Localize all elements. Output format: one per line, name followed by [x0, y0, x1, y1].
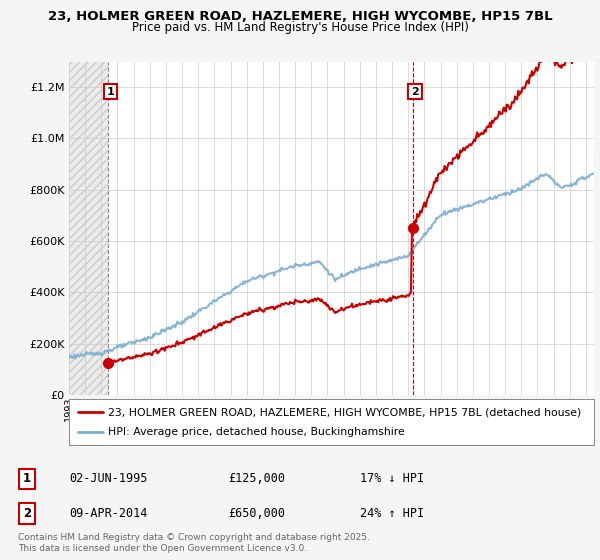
- Text: 02-JUN-1995: 02-JUN-1995: [69, 472, 148, 486]
- Bar: [69, 62, 108, 395]
- Text: £125,000: £125,000: [228, 472, 285, 486]
- Text: 2: 2: [411, 87, 419, 96]
- Text: 17% ↓ HPI: 17% ↓ HPI: [360, 472, 424, 486]
- Text: 1: 1: [107, 87, 115, 96]
- Text: Contains HM Land Registry data © Crown copyright and database right 2025.
This d: Contains HM Land Registry data © Crown c…: [18, 533, 370, 553]
- Text: 1: 1: [23, 472, 31, 486]
- Text: 24% ↑ HPI: 24% ↑ HPI: [360, 507, 424, 520]
- Text: 23, HOLMER GREEN ROAD, HAZLEMERE, HIGH WYCOMBE, HP15 7BL: 23, HOLMER GREEN ROAD, HAZLEMERE, HIGH W…: [47, 10, 553, 23]
- Bar: [69, 62, 108, 395]
- Text: 23, HOLMER GREEN ROAD, HAZLEMERE, HIGH WYCOMBE, HP15 7BL (detached house): 23, HOLMER GREEN ROAD, HAZLEMERE, HIGH W…: [109, 407, 581, 417]
- Text: 2: 2: [23, 507, 31, 520]
- Text: HPI: Average price, detached house, Buckinghamshire: HPI: Average price, detached house, Buck…: [109, 427, 405, 437]
- Text: £650,000: £650,000: [228, 507, 285, 520]
- Text: 09-APR-2014: 09-APR-2014: [69, 507, 148, 520]
- Text: Price paid vs. HM Land Registry's House Price Index (HPI): Price paid vs. HM Land Registry's House …: [131, 21, 469, 34]
